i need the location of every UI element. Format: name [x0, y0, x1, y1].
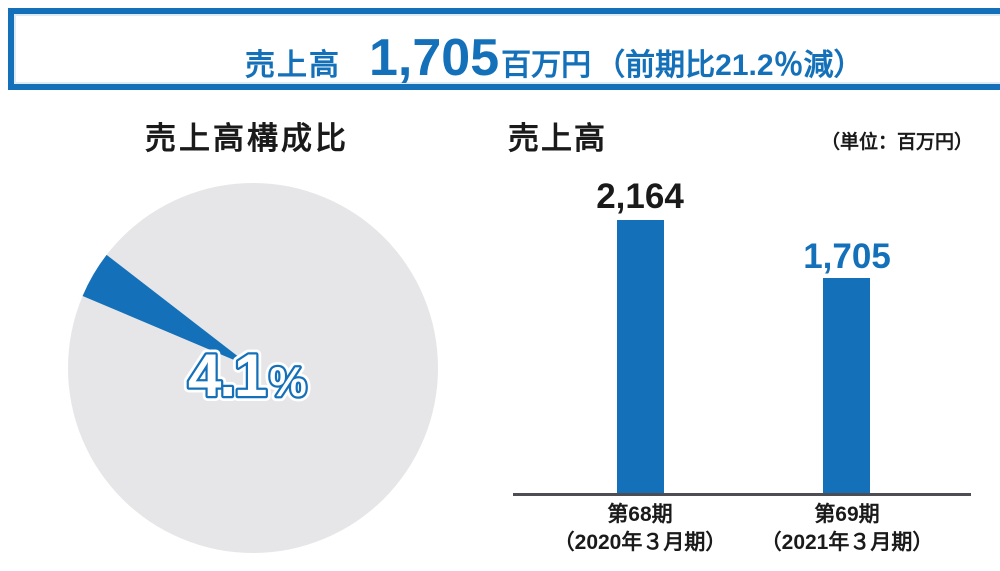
pie-share-label: 4.1% 4.1% 4.1% [183, 337, 313, 414]
sales-summary-text: 売上高 1,705 百万円 （前期比21.2％減） [245, 14, 864, 88]
sales-unit: 百万円 [501, 49, 592, 82]
bar-chart-unit-note: （単位：百万円） [820, 132, 973, 153]
bar-period-69 [823, 278, 870, 494]
fiscal-year: （2020年３月期） [553, 531, 727, 554]
pie-slice [82, 254, 253, 368]
bar-category-label-69: 第69期 （2021年３月期） [722, 501, 972, 557]
sales-label: 売上高 [245, 49, 341, 82]
sales-summary-banner: 売上高 1,705 百万円 （前期比21.2％減） [8, 8, 1000, 90]
pie-share-label-outline: 4.1% [188, 342, 306, 409]
bar-value-label-68: 2,164 [596, 177, 684, 216]
fiscal-year: （2021年３月期） [760, 531, 934, 554]
period-name: 第68期 [607, 503, 673, 526]
period-name: 第69期 [814, 503, 880, 526]
bar-period-68 [617, 220, 664, 494]
x-axis-line [513, 493, 971, 496]
bar-chart-title: 売上高 [508, 121, 607, 156]
pie-chart-title: 売上高構成比 [145, 121, 349, 156]
bar-category-label-68: 第68期 （2020年３月期） [515, 501, 765, 557]
pie-share-label-text: 4.1% [188, 342, 306, 409]
sales-value: 1,705 [369, 29, 500, 87]
bar-value-label-69: 1,705 [803, 237, 891, 276]
sales-comparison-note: （前期比21.2％減） [595, 49, 864, 82]
pie-chart: 4.1% 4.1% 4.1% [68, 183, 438, 553]
